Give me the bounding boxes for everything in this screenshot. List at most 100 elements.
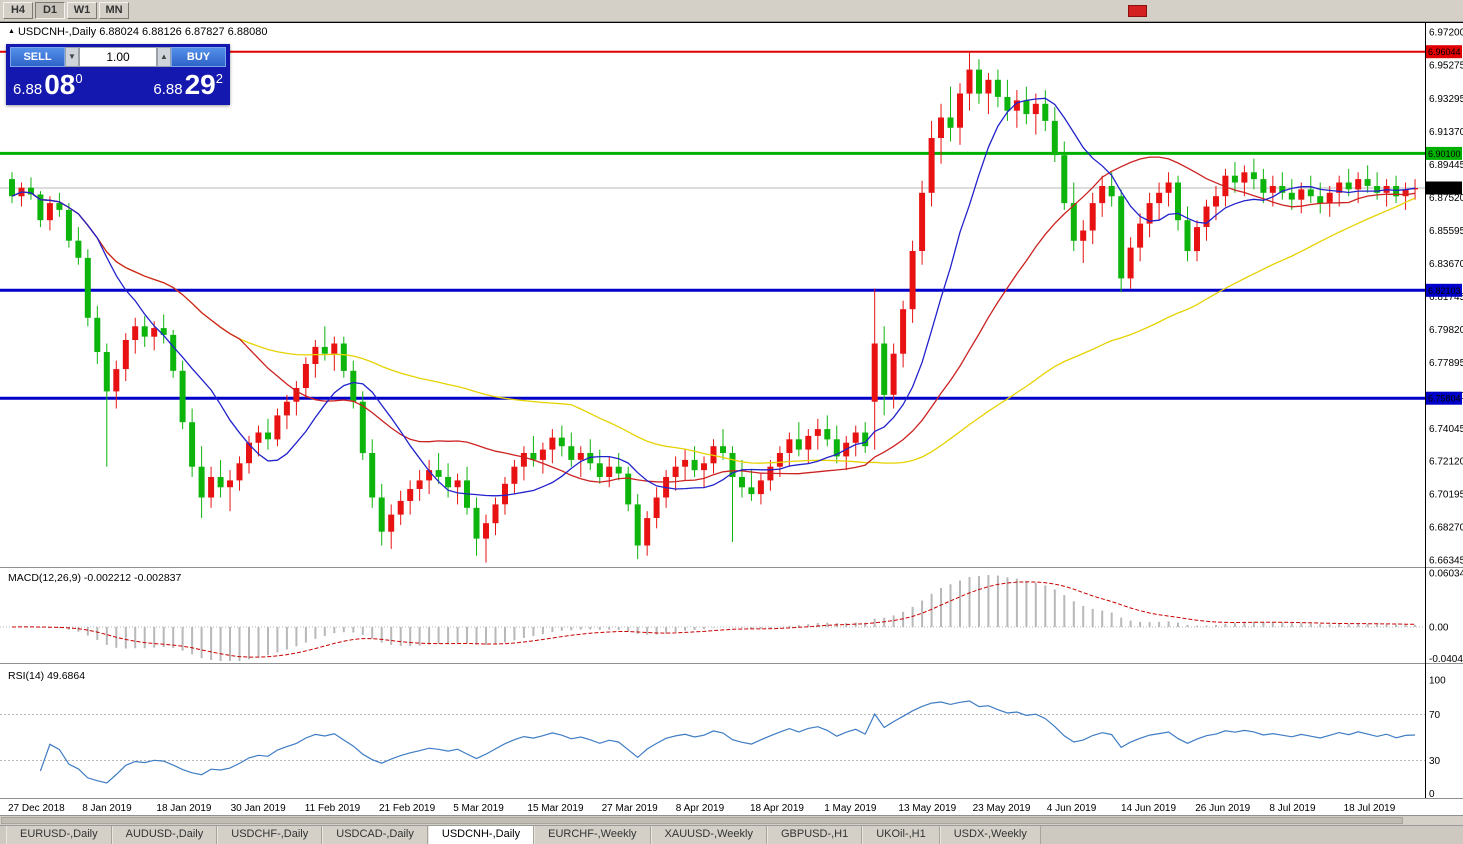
svg-text:0.060342: 0.060342 [1429,568,1463,579]
tab-usdx-weekly[interactable]: USDX-,Weekly [939,826,1041,844]
svg-text:6.89445: 6.89445 [1429,160,1463,171]
svg-text:6.83670: 6.83670 [1429,259,1463,270]
horizontal-level-lines [0,50,1425,400]
scrollbar-thumb[interactable] [1,817,1403,824]
toolbar: H4 D1 W1 MN [0,0,1463,22]
tab-usdcnh-daily[interactable]: USDCNH-,Daily [427,826,535,844]
svg-text:13 May 2019: 13 May 2019 [898,803,956,814]
panel-separators [0,22,1463,816]
svg-text:100: 100 [1429,676,1446,687]
svg-text:18 Apr 2019: 18 Apr 2019 [750,803,804,814]
svg-text:18 Jan 2019: 18 Jan 2019 [156,803,211,814]
svg-text:30: 30 [1429,756,1441,767]
svg-text:6.85595: 6.85595 [1429,226,1463,237]
svg-text:26 Jun 2019: 26 Jun 2019 [1195,803,1250,814]
horizontal-scrollbar[interactable] [0,816,1463,825]
svg-text:6.75804: 6.75804 [1428,394,1461,404]
ma-mid-line [11,156,1416,483]
svg-text:6.97200: 6.97200 [1429,27,1463,38]
svg-text:6.74045: 6.74045 [1429,424,1463,435]
price-tag-6.88080 [1426,181,1462,195]
svg-text:5 Mar 2019: 5 Mar 2019 [453,803,504,814]
svg-text:8 Apr 2019: 8 Apr 2019 [676,803,725,814]
svg-text:23 May 2019: 23 May 2019 [973,803,1031,814]
svg-text:0.00: 0.00 [1429,623,1449,634]
svg-text:6.93295: 6.93295 [1429,94,1463,105]
sell-button[interactable]: SELL [10,47,65,67]
svg-text:6.82103: 6.82103 [1428,286,1461,296]
sell-price-base: 6.88 [13,81,43,98]
tab-audusd-daily[interactable]: AUDUSD-,Daily [111,826,218,844]
svg-text:27 Mar 2019: 27 Mar 2019 [602,803,659,814]
svg-text:15 Mar 2019: 15 Mar 2019 [527,803,584,814]
rsi-line [39,700,1416,784]
timeframe-button-d1[interactable]: D1 [35,2,65,19]
macd-panel [0,575,1425,661]
svg-text:6.79820: 6.79820 [1429,325,1463,336]
svg-text:-0.040415: -0.040415 [1429,654,1463,665]
timeframe-button-mn[interactable]: MN [99,2,129,19]
svg-text:6.81745: 6.81745 [1429,292,1463,303]
svg-text:6.68270: 6.68270 [1429,523,1463,534]
tab-ukoil-h1[interactable]: UKOil-,H1 [862,826,940,844]
svg-text:6.90100: 6.90100 [1428,149,1461,159]
price-tag-6.82103 [1426,283,1462,297]
buy-price-sup: 2 [215,71,223,86]
chart-region: 6.97200 6.95275 6.93295 6.91370 6.89445 6.875… [0,22,1463,816]
date-axis: 27 Dec 2018 8 Jan 2019 18 Jan 2019 30 Jan 2… [8,803,1396,814]
price-chart[interactable]: 6.97200 6.95275 6.93295 6.91370 6.89445 6.875… [0,22,1463,816]
volume-decrease-button[interactable]: ▼ [65,47,79,67]
rsi-panel [0,700,1425,784]
sell-price-big: 08 [44,69,76,100]
svg-text:6.95275: 6.95275 [1429,60,1463,71]
svg-text:14 Jun 2019: 14 Jun 2019 [1121,803,1176,814]
price-tag-6.90100 [1426,146,1462,160]
svg-text:21 Feb 2019: 21 Feb 2019 [379,803,436,814]
tab-gbpusd-h1[interactable]: GBPUSD-,H1 [766,826,863,844]
svg-text:27 Dec 2018: 27 Dec 2018 [8,803,65,814]
buy-price-base: 6.88 [153,81,183,98]
tab-usdchf-daily[interactable]: USDCHF-,Daily [217,826,323,844]
price-tags: 6.96044 6.90100 6.88080 6.82103 6.75804 [1426,45,1462,405]
svg-text:6.72120: 6.72120 [1429,457,1463,468]
svg-text:1 May 2019: 1 May 2019 [824,803,877,814]
svg-text:8 Jan 2019: 8 Jan 2019 [82,803,132,814]
svg-text:6.88080: 6.88080 [1428,184,1461,194]
svg-text:6.77895: 6.77895 [1429,358,1463,369]
timeframe-toolbar: H4 D1 W1 MN [3,2,131,19]
moving-averages [11,97,1416,497]
svg-text:0: 0 [1429,789,1435,800]
buy-button[interactable]: BUY [171,47,226,67]
buy-price[interactable]: 6.88292 [153,69,223,101]
tab-xauusd-weekly[interactable]: XAUUSD-,Weekly [650,826,767,844]
svg-text:6.87520: 6.87520 [1429,193,1463,204]
timeframe-button-h4[interactable]: H4 [3,2,33,19]
chart-tab-bar: EURUSD-,Daily AUDUSD-,Daily USDCHF-,Daily U… [0,825,1463,844]
svg-text:8 Jul 2019: 8 Jul 2019 [1269,803,1316,814]
svg-text:30 Jan 2019: 30 Jan 2019 [231,803,286,814]
svg-text:6.70195: 6.70195 [1429,490,1463,501]
ma-slow-line [11,191,1416,464]
volume-increase-button[interactable]: ▲ [157,47,171,67]
svg-text:11 Feb 2019: 11 Feb 2019 [305,803,361,814]
price-tag-6.96044 [1426,45,1462,59]
sell-price[interactable]: 6.88080 [13,69,83,101]
macd-signal-line [11,581,1416,658]
tab-usdcad-daily[interactable]: USDCAD-,Daily [322,826,428,844]
svg-text:70: 70 [1429,710,1441,721]
price-tag-6.75804 [1426,391,1462,405]
candles [9,52,1418,563]
volume-input[interactable] [79,47,157,67]
tab-eurchf-weekly[interactable]: EURCHF-,Weekly [534,826,651,844]
ma-fast-line [11,97,1416,497]
svg-text:6.91370: 6.91370 [1429,127,1463,138]
svg-text:6.66345: 6.66345 [1429,556,1463,567]
sell-price-sup: 0 [75,71,83,86]
tab-eurusd-daily[interactable]: EURUSD-,Daily [6,826,112,844]
buy-price-big: 29 [184,69,216,100]
timeframe-button-w1[interactable]: W1 [67,2,97,19]
svg-text:18 Jul 2019: 18 Jul 2019 [1344,803,1396,814]
svg-text:4 Jun 2019: 4 Jun 2019 [1047,803,1097,814]
svg-text:6.96044: 6.96044 [1428,47,1461,57]
